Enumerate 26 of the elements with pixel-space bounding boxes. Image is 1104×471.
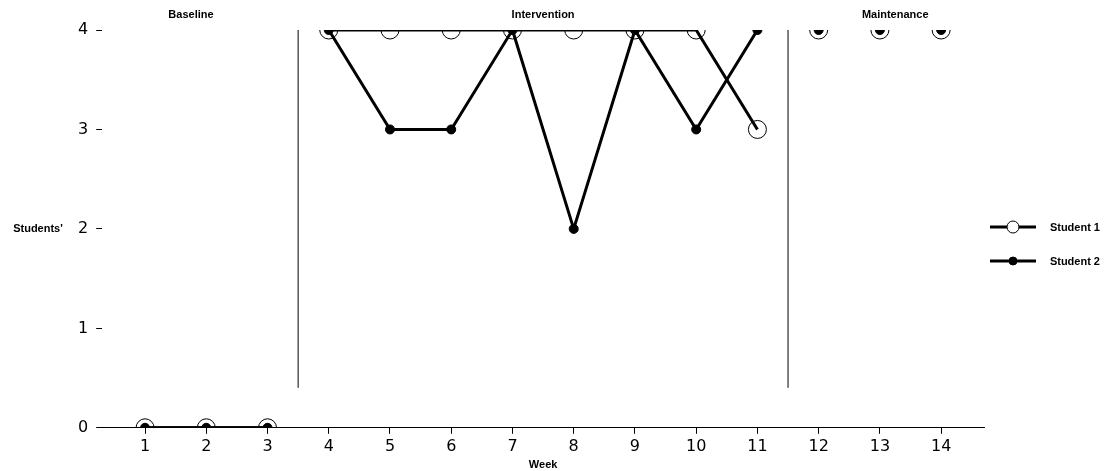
- y-tick-label: 4: [77, 19, 89, 39]
- y-axis-title: Students': [13, 221, 64, 234]
- x-tick-label: 5: [384, 435, 396, 455]
- x-tick-label: 12: [808, 435, 829, 455]
- x-tick-label: 2: [201, 435, 212, 455]
- x-tick-label: 7: [507, 435, 518, 455]
- y-tick-label: 3: [77, 118, 89, 138]
- y-tick-label: 1: [77, 317, 89, 337]
- x-axis-title: Week: [528, 457, 559, 470]
- x-tick-label: 6: [446, 435, 457, 455]
- legend-label: Student 1: [1049, 221, 1100, 233]
- x-tick-label: 3: [262, 435, 273, 455]
- x-tick-label: 9: [629, 435, 641, 455]
- y-tick-label: 0: [77, 416, 89, 436]
- legend-label: Student 2: [1049, 255, 1100, 267]
- x-tick-label: 8: [568, 435, 579, 455]
- x-tick-label: 11: [747, 435, 768, 455]
- x-tick-label: 14: [930, 435, 952, 455]
- text: Intervention: [511, 8, 575, 21]
- x-tick-label: 13: [869, 435, 891, 455]
- text: Maintenance: [861, 8, 929, 21]
- x-tick-label: 10: [686, 435, 707, 455]
- x-tick-label: 4: [323, 435, 334, 455]
- x-tick-label: 1: [139, 435, 151, 455]
- text: Baseline: [168, 8, 214, 21]
- y-tick-label: 2: [77, 218, 89, 238]
